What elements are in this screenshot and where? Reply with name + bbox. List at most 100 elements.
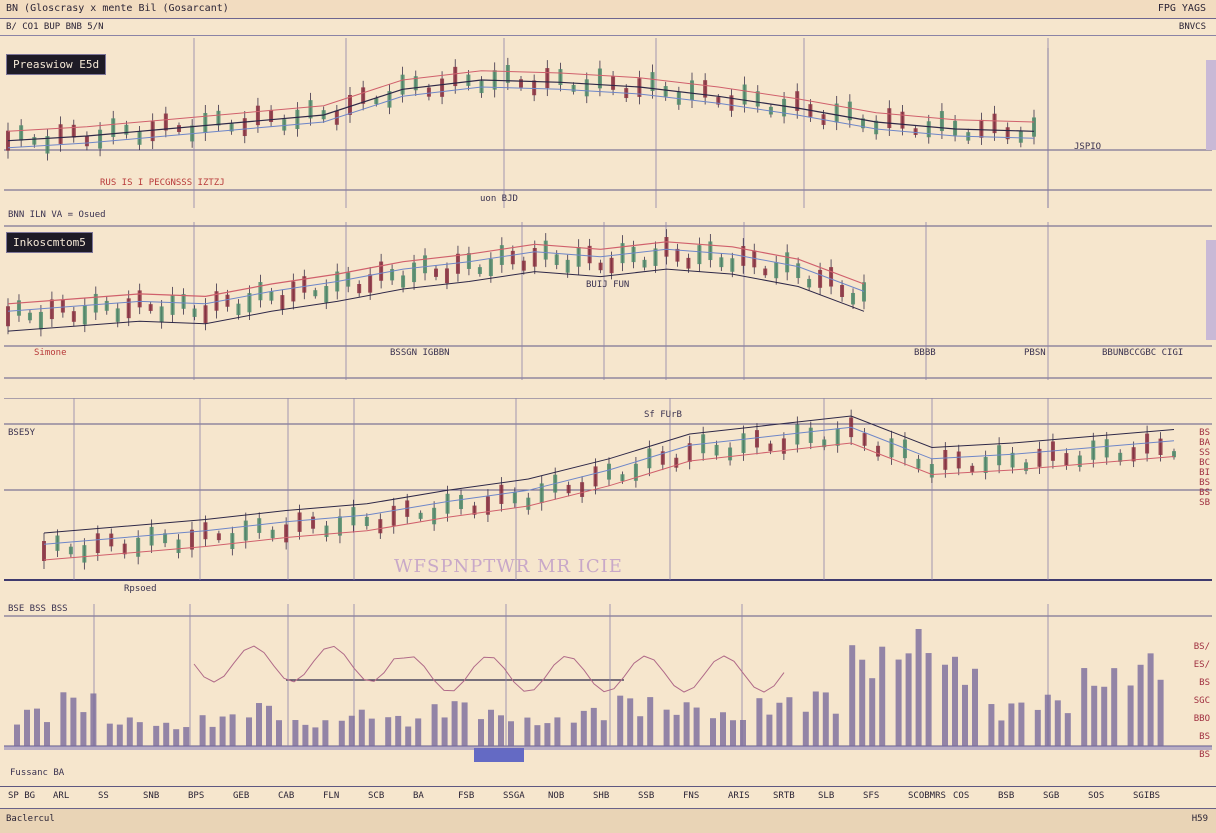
candle-body (539, 483, 544, 503)
x-axis-label: GEB (233, 791, 250, 801)
candle-body (136, 537, 141, 557)
candle-body (675, 248, 680, 262)
panel-1-tag[interactable]: Preaswiow E5d (6, 54, 107, 75)
candle-body (225, 294, 230, 307)
scale-tick: BBO (1193, 714, 1210, 724)
candle-body (122, 543, 127, 555)
volume-bar (24, 709, 30, 746)
candle-body (466, 253, 471, 269)
volume-bar (256, 703, 262, 746)
candle-body (432, 507, 437, 525)
volume-bar (368, 718, 375, 746)
candle-body (1077, 455, 1082, 467)
candle-body (729, 95, 734, 111)
volume-bar (199, 715, 206, 746)
volume-bar (1034, 709, 1041, 746)
candle-body (781, 438, 786, 454)
volume-bar (266, 705, 272, 746)
volume-bar (173, 729, 180, 746)
volume-bar (832, 713, 839, 746)
candle-body (653, 248, 658, 266)
candle-body (1024, 462, 1029, 471)
volume-panel[interactable]: BSE BSS BSS Fussanc BA BS/ ES/ BS SGC BB… (4, 604, 1212, 784)
x-axis-label: SLB (818, 791, 835, 801)
window-corner-label[interactable]: FPG YAGS (1157, 3, 1206, 14)
toolbar-right-text[interactable]: BNVCS (1178, 22, 1206, 32)
volume-bar (683, 702, 690, 746)
volume-bar (60, 692, 67, 746)
x-axis-label: BPS (188, 791, 205, 801)
candle-body (115, 308, 120, 322)
candle-body (1018, 131, 1023, 143)
candle-body (510, 250, 515, 265)
volume-bar (1157, 679, 1164, 746)
panel-4-tag: BSE BSS BSS (8, 604, 68, 614)
volume-bar (740, 720, 746, 746)
volume-bar (720, 712, 726, 746)
candle-body (466, 74, 471, 86)
panel-2-tag[interactable]: Inkoscmtom5 (6, 232, 93, 253)
volume-bar (570, 722, 577, 746)
chart-panel-3[interactable]: BSE5Y Sf FUrB WFSPNPTWR MR ICIE Rpsoed B… (4, 398, 1212, 598)
volume-bar (441, 717, 448, 746)
candle-body (269, 109, 274, 122)
candle-body (297, 512, 302, 532)
volume-bar (524, 717, 531, 746)
volume-bar (693, 707, 700, 746)
volume-bar (229, 714, 236, 746)
candle-body (308, 100, 313, 119)
candle-body (455, 253, 460, 274)
volume-bar (766, 714, 773, 746)
candle-body (163, 113, 168, 131)
candle-body (862, 282, 866, 302)
toolbar-left-text[interactable]: B/ CO1 BUP BNB 5/N (6, 22, 104, 32)
candle-body (93, 293, 98, 313)
volume-bar (942, 664, 948, 746)
candle-body (412, 262, 417, 283)
candle-body (822, 439, 827, 448)
candle-body (257, 518, 262, 533)
volume-bar (498, 715, 504, 746)
candle-body (291, 281, 296, 302)
candle-body (650, 72, 655, 92)
status-bar: Baclercul H59 (0, 808, 1216, 833)
panel-2-footer-left: Simone (34, 348, 67, 358)
volume-bar (776, 702, 783, 746)
volume-panel-svg (4, 604, 1212, 762)
candle-body (42, 541, 46, 561)
title-bar: BN (Gloscrasy x mente Bil (Gosarcant) FP… (0, 0, 1216, 19)
candle-body (660, 451, 665, 465)
candle-body (664, 237, 669, 257)
candle-body (808, 427, 813, 443)
candle-body (499, 245, 504, 265)
chart-panel-2[interactable]: Inkoscmtom5 Simone BSSGN IGBBN BBBB PBSN… (4, 222, 1212, 380)
candle-body (426, 87, 431, 97)
scrollbar-middle[interactable] (1206, 240, 1216, 340)
candle-body (512, 491, 517, 504)
scrollbar-top[interactable] (1206, 60, 1216, 150)
candle-body (400, 74, 405, 95)
candle-body (593, 466, 598, 487)
volume-bar (338, 720, 345, 746)
scale-tick: SS (1199, 448, 1210, 458)
candle-body (862, 433, 867, 446)
candle-body (686, 257, 691, 269)
candle-body (730, 258, 735, 272)
volume-bar (405, 726, 412, 746)
candle-body (98, 129, 103, 149)
volume-bar (895, 659, 902, 746)
chart-panel-3-svg (4, 398, 1212, 581)
candle-body (916, 458, 921, 469)
candle-body (459, 494, 464, 510)
candle-body (768, 443, 773, 452)
candle-body (311, 516, 316, 529)
volume-bar (136, 722, 143, 746)
x-axis-label: SFS (863, 791, 880, 801)
x-axis-label: SP BG (8, 791, 36, 801)
volume-bar (209, 726, 216, 746)
candle-body (526, 497, 531, 510)
chart-panel-1[interactable]: Preaswiow E5d uon BJD JSPIO BNN ILN VA =… (4, 38, 1212, 220)
candle-body (176, 539, 181, 553)
volume-bar (879, 646, 886, 746)
candle-body (313, 290, 318, 297)
